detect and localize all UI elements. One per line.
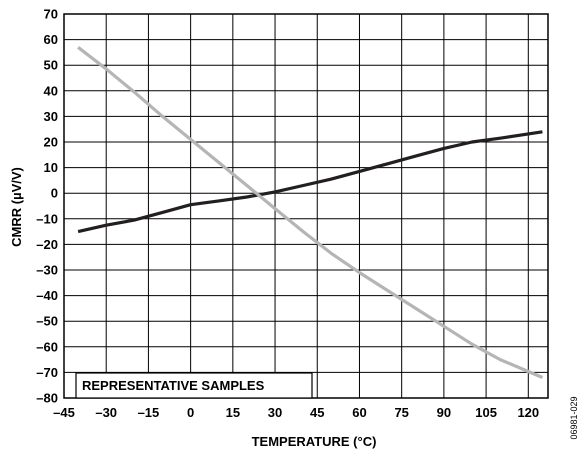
y-tick-label: –20 <box>36 237 58 252</box>
x-tick-label: 60 <box>352 405 366 420</box>
series-line-1 <box>77 130 543 234</box>
series-group <box>77 46 544 379</box>
x-tick-label: 120 <box>517 405 539 420</box>
plot-frame <box>63 13 549 399</box>
plot-border <box>63 13 549 399</box>
x-tick-label: –30 <box>95 405 117 420</box>
y-axis-title: CMRR (µV/V) <box>9 167 24 247</box>
grid <box>63 13 548 399</box>
annotation-box <box>75 372 313 399</box>
y-tick-label: 50 <box>44 58 58 73</box>
x-tick-label: 30 <box>268 405 282 420</box>
x-tick-label: 0 <box>187 405 194 420</box>
y-tick-label: –60 <box>36 339 58 354</box>
y-tick-label: 40 <box>44 83 58 98</box>
x-tick-label: –45 <box>53 405 75 420</box>
y-tick-labels: 70 60 50 40 30 20 10 0 –10 –20 –30 –40 –50 –60 –70 –80 <box>36 7 58 406</box>
x-tick-label: –15 <box>138 405 160 420</box>
series-line-2 <box>77 46 544 379</box>
y-tick-label: 0 <box>51 186 58 201</box>
y-tick-label: 30 <box>44 109 58 124</box>
y-tick-label: –40 <box>36 288 58 303</box>
x-tick-label: 15 <box>226 405 240 420</box>
x-axis-title: TEMPERATURE (°C) <box>252 434 377 449</box>
x-tick-label: 90 <box>437 405 451 420</box>
y-tick-label: 20 <box>44 135 58 150</box>
y-tick-label: –50 <box>36 314 58 329</box>
y-tick-label: –70 <box>36 365 58 380</box>
y-tick-label: 60 <box>44 32 58 47</box>
y-tick-label: –10 <box>36 211 58 226</box>
figure-id: 06981-029 <box>569 396 579 439</box>
y-tick-label: 70 <box>44 7 58 22</box>
y-tick-label: –30 <box>36 263 58 278</box>
x-tick-label: 45 <box>310 405 324 420</box>
y-tick-label: –80 <box>36 391 58 406</box>
annotation-label: REPRESENTATIVE SAMPLES <box>82 378 265 393</box>
y-tick-label: 10 <box>44 160 58 175</box>
x-tick-label: 75 <box>394 405 408 420</box>
x-tick-label: 105 <box>475 405 497 420</box>
x-tick-labels: –45 –30 –15 0 15 30 45 60 75 90 105 120 <box>53 405 539 420</box>
